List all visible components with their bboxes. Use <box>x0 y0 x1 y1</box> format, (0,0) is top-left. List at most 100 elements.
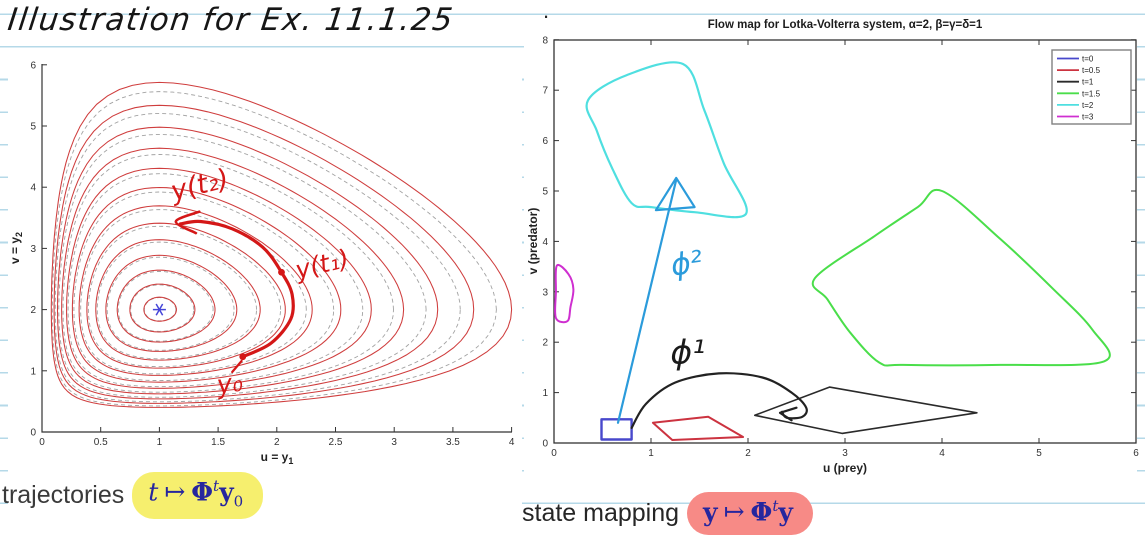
tick-label: 3 <box>30 244 36 255</box>
tick-label: 2.5 <box>329 437 343 448</box>
hand-label: y(t₁) <box>291 244 352 285</box>
orbit-contour <box>129 283 196 333</box>
tick-label: 0 <box>39 437 45 448</box>
exact-orbit-dashed <box>67 173 364 388</box>
trajectory-point-dot <box>278 268 285 276</box>
tick-label: 6 <box>30 60 36 71</box>
legend-label: t=3 <box>1082 113 1094 122</box>
tick-label: 1.5 <box>211 437 225 448</box>
right-figure-panel <box>524 16 1137 502</box>
hand-label: y₀ <box>214 368 245 402</box>
legend-entry: t=3 <box>1057 113 1094 122</box>
orbit-contour <box>56 126 439 400</box>
left-figure-panel <box>8 50 522 522</box>
tick-label: 6 <box>1133 448 1139 459</box>
phi-superscript: t <box>213 477 220 495</box>
tick-label: 6 <box>542 136 548 147</box>
orbit-contour <box>50 81 513 408</box>
orbit-contour <box>61 147 405 395</box>
hand-stroke <box>654 176 696 212</box>
x-label-subscript: 1 <box>288 456 294 467</box>
phi-symbol: Φ <box>750 497 773 527</box>
orbit-contour <box>95 239 261 361</box>
flow-region-t=0 <box>600 418 633 441</box>
tick-label: 4 <box>30 183 36 194</box>
formula-var: t <box>148 477 159 507</box>
orbit-contour <box>66 167 372 389</box>
tick-label: 1 <box>30 366 36 377</box>
right-flow-map: 0 1 2 3 4 5 6 0 1 2 3 4 5 6 7 8 <box>542 35 1139 459</box>
tick-label: 3 <box>391 437 397 448</box>
legend-entry: t=2 <box>1057 101 1094 110</box>
legend-entry: t=1 <box>1057 78 1094 87</box>
hand-stroke <box>178 219 295 359</box>
orbit-contour <box>78 205 313 376</box>
hand-stroke <box>174 210 201 235</box>
exact-orbit-dashed <box>73 191 335 382</box>
tick-label: 4 <box>542 237 548 248</box>
tick-label: 2 <box>274 437 280 448</box>
flow-region-t=2 <box>585 61 748 219</box>
flow-region-t=0.5 <box>651 415 745 441</box>
trajectories-caption-label: trajectories <box>2 481 125 510</box>
legend-entry: t=0.5 <box>1057 66 1101 75</box>
state-mapping-caption: state mapping y ↦ Φty <box>522 492 813 536</box>
tick-label: 5 <box>542 187 548 198</box>
legend-label: t=1 <box>1082 78 1094 87</box>
tick-label: 3 <box>842 448 848 459</box>
hand-stroke <box>630 372 808 429</box>
tick-label: 4 <box>509 437 515 448</box>
tick-label: 1 <box>648 448 654 459</box>
tick-label: 2 <box>745 448 751 459</box>
tick-label: 7 <box>542 86 548 97</box>
tick-label: 8 <box>542 35 548 46</box>
orbit-contour <box>143 296 177 322</box>
trajectories-formula-highlight: t ↦ Φty0 <box>132 472 264 520</box>
formula-var: y <box>703 497 718 527</box>
equilibrium-marker <box>155 303 164 316</box>
state-vector: y <box>778 497 793 527</box>
exact-orbit-dashed <box>117 271 214 342</box>
trajectory-point-dot <box>239 353 247 361</box>
left-chart-x-axis-label: u = y1 <box>261 450 294 466</box>
mapsto-arrow: ↦ <box>164 477 186 507</box>
tick-label: 0.5 <box>94 437 108 448</box>
tick-label: 4 <box>939 448 945 459</box>
tick-label: 2 <box>30 305 36 316</box>
tick-label: 3.5 <box>446 437 460 448</box>
orbit-contour <box>53 104 475 404</box>
hand-stroke <box>778 406 798 422</box>
legend-entry: t=0 <box>1057 55 1094 64</box>
exact-orbit-dashed <box>96 241 257 360</box>
tick-label: 5 <box>30 122 36 133</box>
orbit-contour <box>105 254 238 352</box>
exact-orbit-dashed <box>51 91 497 407</box>
exact-orbit-dashed <box>54 112 461 403</box>
left-phase-portrait <box>50 81 513 408</box>
legend-label: t=1.5 <box>1082 89 1101 98</box>
right-chart-title: Flow map for Lotka-Volterra system, α=2,… <box>707 19 983 31</box>
flow-region-t=1 <box>754 386 978 435</box>
right-chart-x-axis-label: u (prey) <box>822 461 868 475</box>
legend-label: t=0 <box>1082 55 1094 64</box>
state-mapping-formula-highlight: y ↦ Φty <box>687 492 813 536</box>
state-mapping-caption-label: state mapping <box>522 499 680 528</box>
hand-stroke <box>616 178 678 424</box>
hand-label: ϕ² <box>669 245 705 284</box>
legend-entry: t=1.5 <box>1057 89 1101 98</box>
phi-symbol: Φ <box>191 477 214 507</box>
hand-stroke <box>231 359 243 374</box>
tick-label: 5 <box>1036 448 1042 459</box>
legend-label: t=0.5 <box>1082 66 1101 75</box>
orbit-contour <box>116 269 216 343</box>
tick-label: 2 <box>542 338 548 349</box>
left-axes: 0 0.5 1 1.5 2 2.5 3 3.5 4 0 1 2 3 4 5 6 <box>30 60 514 448</box>
tick-label: 0 <box>30 428 36 439</box>
exact-orbit-dashed <box>87 225 282 368</box>
state-vector: y <box>219 477 234 507</box>
orbit-contour <box>71 186 342 383</box>
tick-label: 3 <box>542 287 548 298</box>
